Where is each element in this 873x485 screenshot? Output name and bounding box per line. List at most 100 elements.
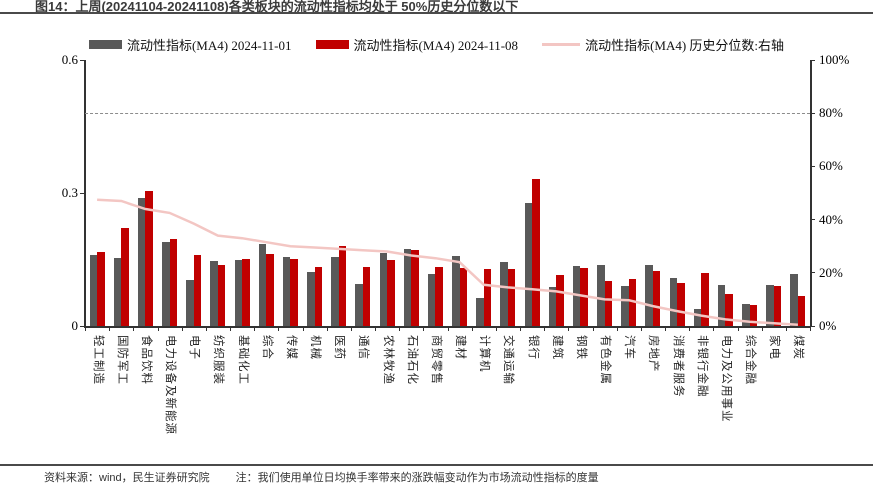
x-axis-label: 汽车 [623, 335, 636, 360]
bar-ma4-2024-11-01 [669, 278, 678, 326]
x-axis-label: 有色金属 [599, 335, 612, 385]
bar-ma4-2024-11-01 [790, 274, 798, 326]
bar-ma4-2024-11-08 [338, 245, 347, 326]
x-axis-tick [350, 327, 352, 331]
y-axis-label-right: 60% [819, 158, 843, 174]
bar-ma4-2024-11-01 [89, 254, 98, 326]
legend-line-icon [542, 43, 581, 46]
x-axis-label: 综合 [260, 335, 273, 360]
x-axis-label: 轻工制造 [91, 335, 104, 385]
y-axis-label-right: 0% [819, 318, 837, 333]
x-axis-label: 钢铁 [574, 335, 587, 360]
y-axis-label-left: 0 [71, 318, 79, 333]
title-underline [0, 12, 873, 14]
axis-tick [80, 325, 85, 327]
legend-swatch-gray-icon [88, 40, 122, 49]
x-axis-label: 煤炭 [792, 335, 805, 360]
axis-tick [810, 219, 815, 221]
x-axis-tick [737, 327, 739, 331]
x-axis-label: 基础化工 [236, 335, 249, 385]
bar-ma4-2024-11-01 [210, 260, 218, 326]
x-axis-tick [423, 327, 425, 331]
x-axis-label: 食品饮料 [139, 335, 152, 385]
y-axis-label-right: 40% [819, 211, 843, 227]
x-axis-tick [447, 327, 449, 331]
x-axis-tick [109, 327, 111, 331]
x-axis-label: 消费者服务 [671, 335, 684, 398]
legend-swatch-red-icon [315, 40, 349, 49]
bar-ma4-2024-11-08 [290, 258, 298, 326]
bar-ma4-2024-11-01 [766, 284, 774, 326]
x-axis-label: 传媒 [284, 335, 297, 360]
x-axis-label: 交通运输 [502, 335, 515, 385]
bar-ma4-2024-11-08 [266, 254, 274, 326]
reference-line-80pct [85, 113, 810, 115]
figure-title: 图14：上周(20241104-20241108)各类板块的流动性指标均处于 5… [35, 0, 519, 14]
x-axis-label: 电力设备及新能源 [164, 335, 177, 435]
x-axis-tick [375, 327, 376, 331]
bar-ma4-2024-11-08 [556, 274, 564, 326]
x-axis-label: 石油石化 [405, 335, 418, 385]
bar-ma4-2024-11-08 [701, 272, 709, 326]
bar-ma4-2024-11-01 [597, 264, 605, 326]
x-axis-label: 房地产 [647, 335, 660, 373]
bar-ma4-2024-11-01 [307, 271, 315, 326]
bar-ma4-2024-11-01 [427, 274, 436, 326]
axis-tick [810, 325, 815, 327]
bar-ma4-2024-11-01 [137, 197, 146, 326]
figure-title-bar: 图14：上周(20241104-20241108)各类板块的流动性指标均处于 5… [0, 0, 873, 14]
footer-divider [0, 464, 873, 466]
y-axis-right [810, 60, 812, 327]
x-axis-tick [205, 327, 207, 331]
bar-ma4-2024-11-01 [742, 304, 750, 326]
y-axis-label-right: 20% [819, 264, 843, 280]
x-axis-label: 非银行金融 [695, 335, 708, 398]
bar-ma4-2024-11-01 [282, 256, 291, 326]
bar-ma4-2024-11-08 [242, 259, 250, 326]
bar-ma4-2024-11-08 [652, 271, 661, 326]
y-axis-label-left: 0.6 [61, 52, 78, 67]
bar-ma4-2024-11-08 [532, 178, 540, 326]
x-axis-tick [278, 327, 280, 331]
y-axis-label-right: 80% [819, 105, 843, 121]
bar-ma4-2024-11-01 [524, 202, 533, 326]
x-axis-tick [520, 327, 521, 331]
bar-ma4-2024-11-08 [604, 281, 613, 326]
bar-ma4-2024-11-08 [387, 260, 395, 326]
bar-ma4-2024-11-08 [362, 267, 371, 326]
bar-ma4-2024-11-01 [186, 279, 194, 326]
source-note: 资料来源：wind，民生证券研究院 [44, 472, 210, 484]
bar-ma4-2024-11-01 [452, 255, 460, 326]
y-axis-left [84, 60, 86, 327]
x-axis-tick [785, 327, 787, 331]
bar-ma4-2024-11-01 [717, 285, 726, 326]
x-axis-label: 电子 [188, 335, 201, 360]
bar-ma4-2024-11-01 [403, 248, 412, 326]
bar-ma4-2024-11-01 [476, 298, 484, 326]
legend-label: 流动性指标(MA4) 2024-11-01 [126, 38, 292, 53]
x-axis-tick [85, 327, 86, 331]
bar-ma4-2024-11-01 [645, 265, 653, 326]
legend-item-ma4-2024-11-08: 流动性指标(MA4) 2024-11-08 [315, 35, 518, 54]
axis-tick [810, 272, 815, 274]
bar-ma4-2024-11-08 [411, 250, 419, 326]
bar-ma4-2024-11-08 [725, 293, 733, 326]
bar-ma4-2024-11-08 [507, 269, 516, 326]
x-axis-tick [568, 327, 570, 331]
x-axis-tick [230, 327, 231, 331]
plot-region: 0 0.3 0.6 0% 20% 40% 60% 80% 100% 轻工制造 国防军工 食品饮料 电力设… [62, 52, 850, 435]
legend-item-percentile: 流动性指标(MA4) 历史分位数:右轴 [542, 35, 784, 54]
bar-ma4-2024-11-08 [677, 283, 685, 326]
x-axis-label: 综合金融 [744, 335, 757, 385]
bar-ma4-2024-11-08 [97, 251, 105, 326]
axis-tick [810, 112, 815, 114]
bar-ma4-2024-11-08 [169, 238, 178, 326]
bar-ma4-2024-11-08 [435, 266, 443, 326]
legend-label: 流动性指标(MA4) 历史分位数:右轴 [585, 38, 785, 53]
chart-legend: 流动性指标(MA4) 2024-11-01 流动性指标(MA4) 2024-11… [0, 35, 873, 54]
x-axis-label: 医药 [333, 335, 346, 360]
axis-tick [80, 59, 85, 61]
x-axis-label: 建筑 [550, 335, 563, 360]
x-axis-tick [544, 327, 546, 331]
x-axis-tick [761, 327, 763, 331]
